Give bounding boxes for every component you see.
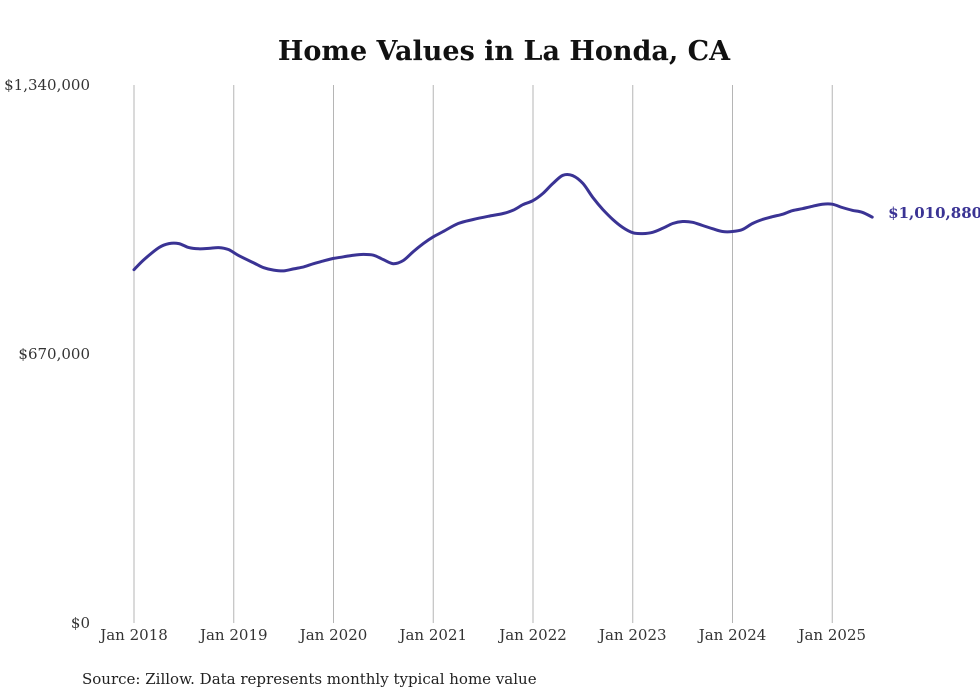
x-axis-ticks: Jan 2018 Jan 2019 Jan 2020 Jan 2021 Jan 2022… xyxy=(98,626,866,644)
y-axis-ticks: $0 $670,000 $1,340,000 xyxy=(4,76,90,632)
home-value-series-line xyxy=(132,173,874,273)
x-tick-label: Jan 2020 xyxy=(298,626,368,644)
x-tick-label: Jan 2019 xyxy=(198,626,268,644)
y-tick-label: $0 xyxy=(71,614,90,632)
x-tick-label: Jan 2023 xyxy=(597,626,667,644)
x-tick-label: Jan 2018 xyxy=(98,626,168,644)
source-note: Source: Zillow. Data represents monthly … xyxy=(82,670,537,688)
y-tick-label: $670,000 xyxy=(18,345,90,363)
x-tick-label: Jan 2024 xyxy=(697,626,767,644)
x-tick-label: Jan 2021 xyxy=(397,626,467,644)
x-tick-label: Jan 2025 xyxy=(796,626,866,644)
gridlines xyxy=(133,85,833,623)
chart-title: Home Values in La Honda, CA xyxy=(278,36,731,67)
latest-value-label: $1,010,880 xyxy=(888,204,980,222)
y-tick-label: $1,340,000 xyxy=(4,76,90,94)
x-tick-label: Jan 2022 xyxy=(497,626,567,644)
